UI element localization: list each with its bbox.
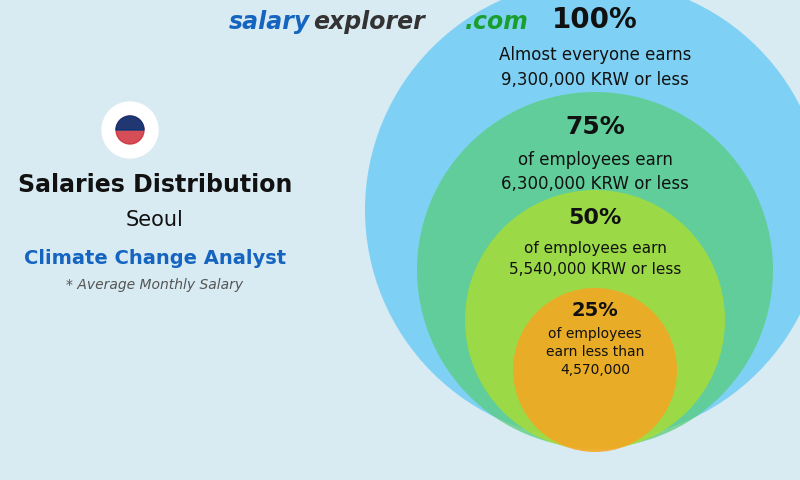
Wedge shape bbox=[116, 116, 144, 130]
Text: 100%: 100% bbox=[552, 6, 638, 34]
Circle shape bbox=[417, 92, 773, 448]
Circle shape bbox=[116, 116, 144, 144]
Text: 9,300,000 KRW or less: 9,300,000 KRW or less bbox=[501, 71, 689, 89]
Text: of employees earn: of employees earn bbox=[518, 151, 673, 169]
Text: Seoul: Seoul bbox=[126, 210, 184, 230]
Text: of employees earn: of employees earn bbox=[523, 240, 666, 255]
Text: 4,570,000: 4,570,000 bbox=[560, 363, 630, 377]
Text: Salaries Distribution: Salaries Distribution bbox=[18, 173, 292, 197]
Text: Climate Change Analyst: Climate Change Analyst bbox=[24, 249, 286, 267]
Circle shape bbox=[513, 288, 677, 452]
Circle shape bbox=[465, 190, 725, 450]
Text: 75%: 75% bbox=[565, 115, 625, 139]
Text: 50%: 50% bbox=[568, 208, 622, 228]
Circle shape bbox=[365, 0, 800, 440]
Text: explorer: explorer bbox=[313, 10, 425, 34]
Text: 5,540,000 KRW or less: 5,540,000 KRW or less bbox=[509, 263, 681, 277]
Text: 6,300,000 KRW or less: 6,300,000 KRW or less bbox=[501, 175, 689, 193]
Text: * Average Monthly Salary: * Average Monthly Salary bbox=[66, 278, 243, 292]
Text: earn less than: earn less than bbox=[546, 345, 644, 359]
Circle shape bbox=[102, 102, 158, 158]
Text: salary: salary bbox=[229, 10, 310, 34]
Text: .com: .com bbox=[465, 10, 529, 34]
Text: of employees: of employees bbox=[548, 327, 642, 341]
Text: Almost everyone earns: Almost everyone earns bbox=[499, 46, 691, 64]
Text: 25%: 25% bbox=[572, 300, 618, 320]
